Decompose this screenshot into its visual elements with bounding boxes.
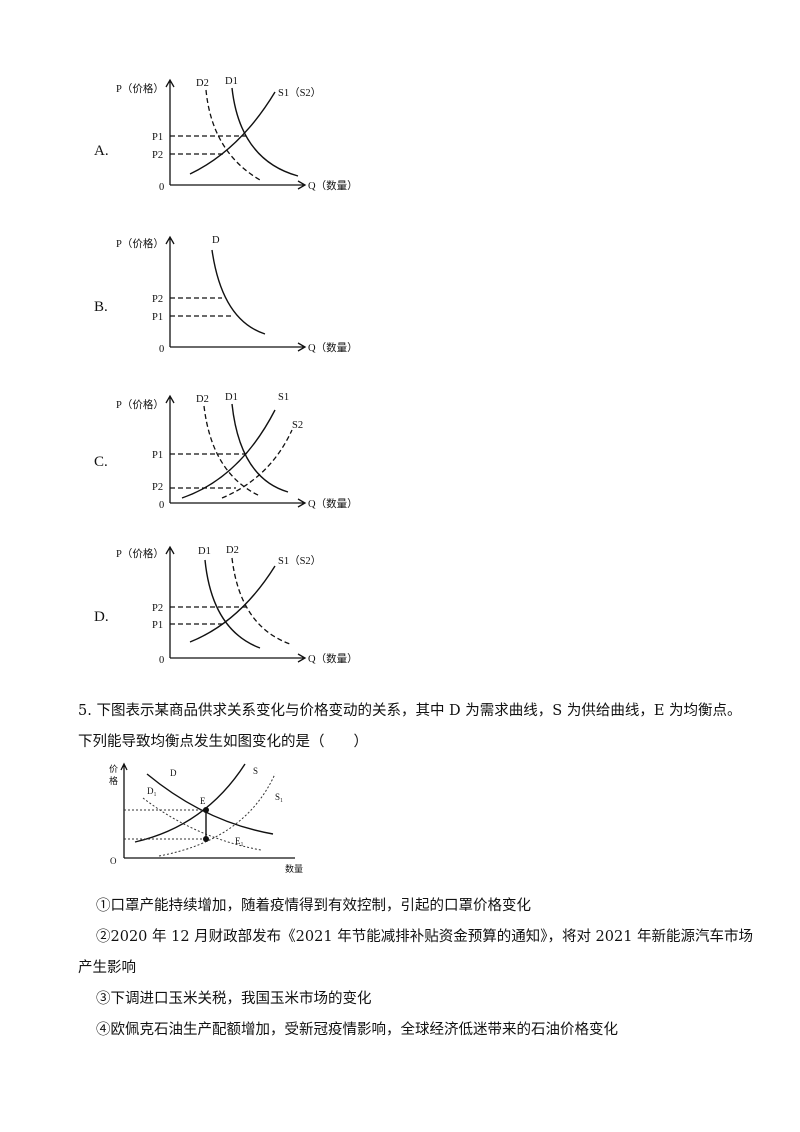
price-label-lower: P1: [152, 620, 163, 631]
demand-curve-d1: [142, 797, 262, 851]
option-c-graph: P（价格） Q（数量） 0 P1 P2 D2 D1 S1 S2: [116, 392, 358, 511]
q-axis-label: Q（数量）: [308, 497, 358, 510]
option-a-label[interactable]: A.: [94, 143, 109, 159]
y-axis: [120, 762, 128, 858]
choice-item-3[interactable]: ③下调进口玉米关税，我国玉米市场的变化: [96, 991, 372, 1007]
p-axis-label: P（价格）: [116, 82, 164, 95]
price-label-upper: P2: [152, 603, 163, 614]
curve-label-d1: D1: [225, 392, 238, 403]
y-axis-label-char1: 价: [109, 764, 118, 774]
supply-curve: [189, 565, 276, 643]
label-s1: S₁: [275, 792, 283, 802]
price-label-upper: P2: [152, 294, 163, 305]
option-b-label[interactable]: B.: [94, 299, 108, 315]
choice-item-1[interactable]: ①口罩产能持续增加，随着疫情得到有效控制，引起的口罩价格变化: [96, 898, 531, 914]
q-axis-label: Q（数量）: [308, 179, 358, 192]
y-axis: [165, 78, 175, 185]
demand-curve-d1: [231, 403, 289, 493]
y-axis-label-char2: 格: [109, 775, 118, 786]
option-c-label[interactable]: C.: [94, 454, 108, 470]
supply-curve-s: [134, 763, 246, 843]
origin-label: 0: [159, 500, 164, 511]
demand-curve-d: [146, 773, 274, 835]
origin-label: 0: [159, 344, 164, 355]
option-d-graph: P（价格） Q（数量） 0 P2 P1 D1 D2 S1（S2）: [116, 545, 358, 666]
y-axis: [165, 545, 175, 658]
option-a-graph: P（价格） Q（数量） 0 P1 P2 D2 D1 S1（S2）: [116, 76, 358, 193]
q-axis-label: Q（数量）: [308, 652, 358, 665]
question5-line1: 5. 下图表示某商品供求关系变化与价格变动的关系，其中 D 为需求曲线，S 为供…: [78, 703, 742, 719]
choice-item-4[interactable]: ④欧佩克石油生产配额增加，受新冠疫情影响，全球经济低迷带来的石油价格变化: [96, 1022, 618, 1038]
demand-curve-d2: [205, 89, 261, 181]
x-axis: [170, 342, 307, 352]
choice-item-2[interactable]: ②2020 年 12 月财政部发布《2021 年节能减排补贴资金预算的通知》，将…: [96, 929, 754, 945]
equilibrium-point-e: [203, 807, 209, 813]
supply-curve-s1: [158, 773, 276, 857]
label-d1: D₁: [147, 786, 157, 796]
curve-label-d1: D1: [198, 546, 211, 557]
q-axis-label: Q（数量）: [308, 341, 358, 354]
curve-label-d2: D2: [196, 394, 209, 405]
demand-curve-d1: [231, 87, 299, 177]
y-axis: [165, 394, 175, 503]
p-axis-label: P（价格）: [116, 237, 164, 250]
option-b-graph: P（价格） Q（数量） 0 P2 P1 D: [116, 235, 358, 355]
price-label-upper: P1: [152, 132, 163, 143]
option-d-label[interactable]: D.: [94, 609, 109, 625]
equilibrium-point-e1: [203, 836, 209, 842]
price-label-lower: P2: [152, 150, 163, 161]
curve-label-d2: D2: [196, 78, 209, 89]
origin-label: 0: [159, 182, 164, 193]
question5-line2: 下列能导致均衡点发生如图变化的是（ ）: [78, 734, 368, 750]
p-axis-label: P（价格）: [116, 547, 164, 560]
p-axis-label: P（价格）: [116, 398, 164, 411]
supply-curve: [189, 91, 276, 175]
price-label-lower: P1: [152, 312, 163, 323]
curve-label-d2: D2: [226, 545, 239, 556]
curve-label-s: S1（S2）: [278, 87, 321, 99]
demand-curve-d2: [231, 557, 291, 645]
choice-item-2-continued: 产生影响: [78, 960, 136, 976]
price-label-lower: P2: [152, 482, 163, 493]
label-e1: E₁: [235, 836, 244, 846]
origin-label: O: [110, 856, 117, 866]
label-s: S: [253, 766, 258, 776]
demand-curve-d1: [204, 559, 261, 649]
origin-label: 0: [159, 655, 164, 666]
x-axis: [170, 498, 307, 508]
curve-label-s: S1（S2）: [278, 555, 321, 567]
x-axis: [170, 180, 307, 190]
label-d: D: [170, 768, 177, 778]
question5-figure: 价 格 O 数量 D S D₁ S₁ E E₁: [109, 762, 303, 874]
x-axis: [170, 653, 307, 663]
label-e: E: [200, 796, 206, 806]
demand-curve-d: [211, 249, 266, 335]
curve-label-d: D: [212, 235, 220, 246]
supply-curve-s2: [221, 429, 293, 499]
demand-curve-d2: [203, 405, 261, 497]
curve-label-s2: S2: [292, 420, 303, 431]
curve-label-s1: S1: [278, 392, 289, 403]
curve-label-d1: D1: [225, 76, 238, 87]
x-axis-label: 数量: [285, 863, 303, 874]
supply-curve-s1: [181, 409, 276, 499]
price-label-upper: P1: [152, 450, 163, 461]
y-axis: [165, 235, 175, 347]
